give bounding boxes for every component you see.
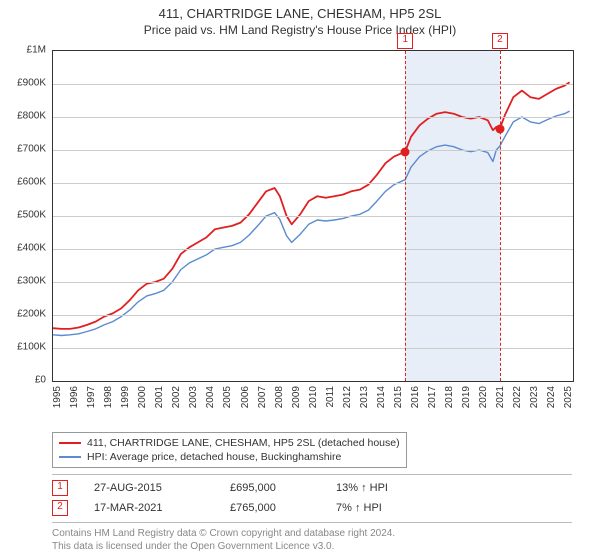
txn-price-2: £765,000	[230, 502, 310, 514]
titles: 411, CHARTRIDGE LANE, CHESHAM, HP5 2SL P…	[0, 0, 600, 37]
txn-date-1: 27-AUG-2015	[94, 482, 204, 494]
txn-row-1: 1 27-AUG-2015 £695,000 13% ↑ HPI	[52, 478, 416, 498]
transactions: 1 27-AUG-2015 £695,000 13% ↑ HPI 2 17-MA…	[52, 478, 416, 518]
chart-area: 12	[52, 50, 574, 382]
legend: 411, CHARTRIDGE LANE, CHESHAM, HP5 2SL (…	[52, 432, 407, 468]
title-sub: Price paid vs. HM Land Registry's House …	[0, 23, 600, 37]
y-axis: £0£100K£200K£300K£400K£500K£600K£700K£80…	[0, 50, 50, 380]
chart-container: 411, CHARTRIDGE LANE, CHESHAM, HP5 2SL P…	[0, 0, 600, 560]
footnote: Contains HM Land Registry data © Crown c…	[52, 528, 395, 553]
footnote-line1: Contains HM Land Registry data © Crown c…	[52, 528, 395, 541]
txn-sep-bottom	[52, 522, 572, 523]
txn-box-2: 2	[52, 500, 68, 516]
txn-date-2: 17-MAR-2021	[94, 502, 204, 514]
legend-label-hpi: HPI: Average price, detached house, Buck…	[87, 451, 341, 463]
legend-swatch-property	[59, 442, 81, 444]
txn-box-1: 1	[52, 480, 68, 496]
txn-delta-1: 13% ↑ HPI	[336, 482, 416, 494]
txn-delta-2: 7% ↑ HPI	[336, 502, 416, 514]
txn-price-1: £695,000	[230, 482, 310, 494]
title-main: 411, CHARTRIDGE LANE, CHESHAM, HP5 2SL	[0, 6, 600, 21]
legend-swatch-hpi	[59, 456, 81, 458]
legend-label-property: 411, CHARTRIDGE LANE, CHESHAM, HP5 2SL (…	[87, 437, 400, 449]
txn-row-2: 2 17-MAR-2021 £765,000 7% ↑ HPI	[52, 498, 416, 518]
legend-row-hpi: HPI: Average price, detached house, Buck…	[59, 450, 400, 464]
txn-sep-top	[52, 474, 572, 475]
x-axis: 1995199619971998199920002001200220032004…	[52, 382, 572, 432]
legend-row-property: 411, CHARTRIDGE LANE, CHESHAM, HP5 2SL (…	[59, 436, 400, 450]
footnote-line2: This data is licensed under the Open Gov…	[52, 541, 395, 554]
